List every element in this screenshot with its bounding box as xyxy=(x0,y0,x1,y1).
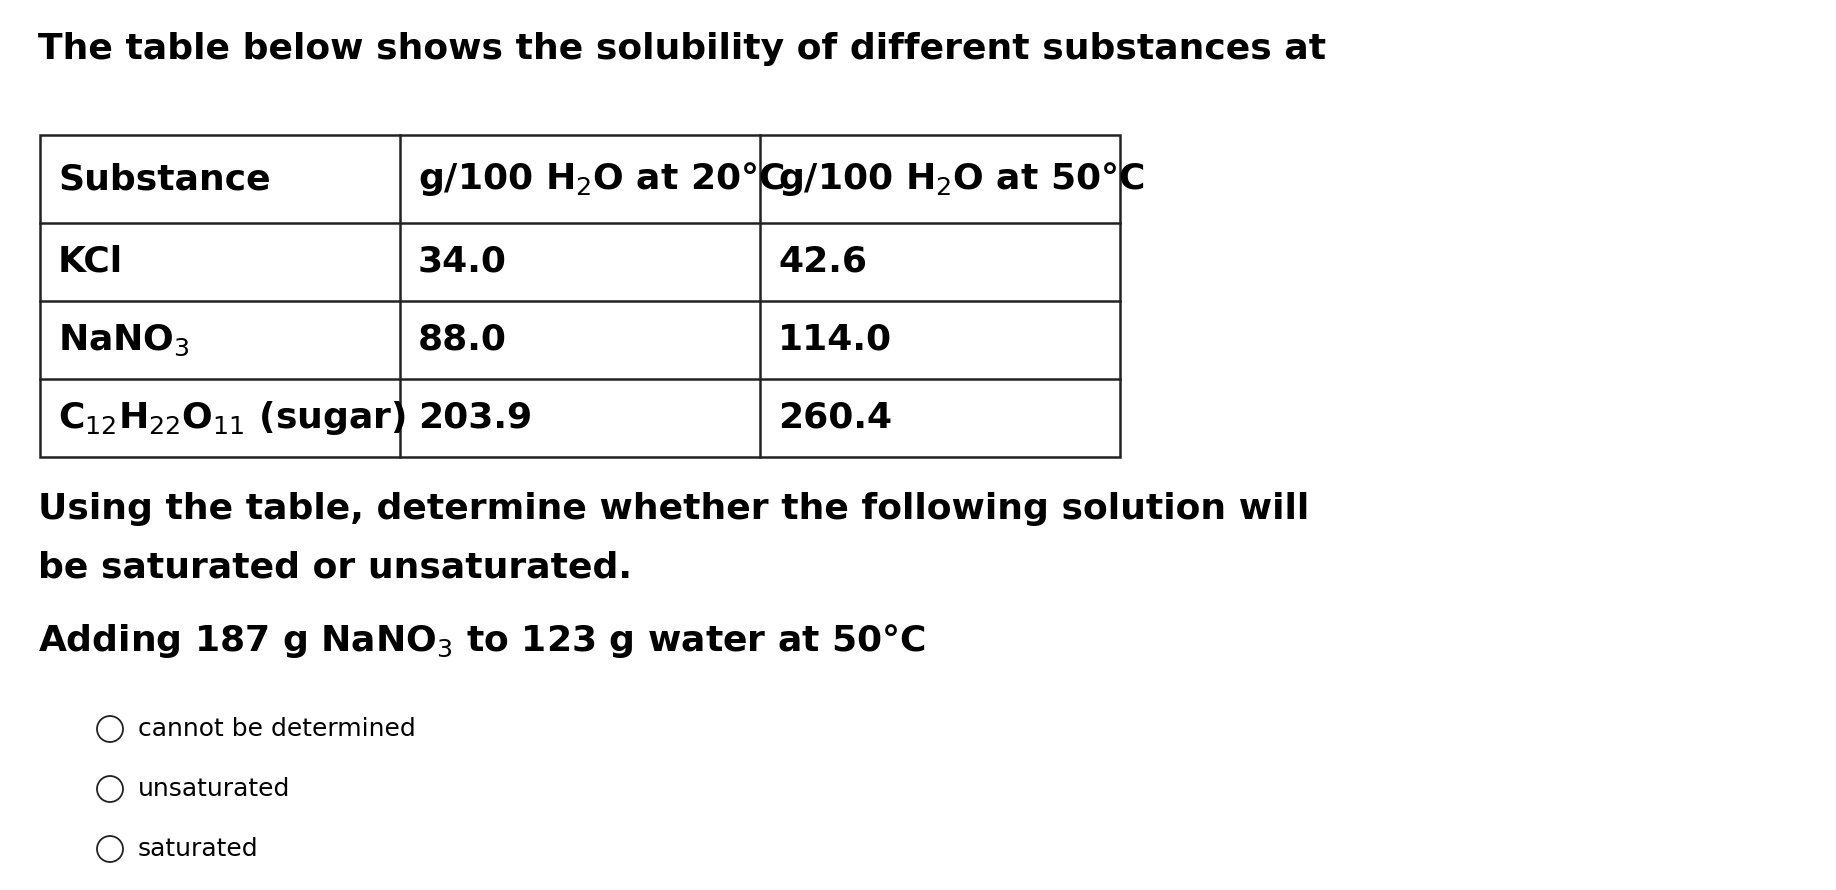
Text: Using the table, determine whether the following solution will: Using the table, determine whether the f… xyxy=(39,492,1309,526)
Text: 203.9: 203.9 xyxy=(419,401,532,435)
Text: g/100 H$_2$O at 20°C: g/100 H$_2$O at 20°C xyxy=(419,160,784,198)
Text: cannot be determined: cannot be determined xyxy=(138,717,415,741)
Text: NaNO$_3$: NaNO$_3$ xyxy=(59,322,189,358)
Text: KCl: KCl xyxy=(59,245,123,279)
Text: 88.0: 88.0 xyxy=(419,323,507,357)
Text: 114.0: 114.0 xyxy=(778,323,892,357)
Text: Substance: Substance xyxy=(59,162,270,196)
Text: g/100 H$_2$O at 50°C: g/100 H$_2$O at 50°C xyxy=(778,160,1144,198)
Text: 42.6: 42.6 xyxy=(778,245,867,279)
Text: Adding 187 g NaNO$_3$ to 123 g water at 50°C: Adding 187 g NaNO$_3$ to 123 g water at … xyxy=(39,622,925,660)
Text: C$_{12}$H$_{22}$O$_{11}$ (sugar): C$_{12}$H$_{22}$O$_{11}$ (sugar) xyxy=(59,399,406,437)
Text: be saturated or unsaturated.: be saturated or unsaturated. xyxy=(39,550,632,584)
Text: 260.4: 260.4 xyxy=(778,401,892,435)
Text: unsaturated: unsaturated xyxy=(138,777,290,801)
Text: The table below shows the solubility of different substances at: The table below shows the solubility of … xyxy=(39,32,1326,66)
Text: saturated: saturated xyxy=(138,837,259,861)
Text: 34.0: 34.0 xyxy=(419,245,507,279)
Bar xyxy=(40,135,1120,457)
